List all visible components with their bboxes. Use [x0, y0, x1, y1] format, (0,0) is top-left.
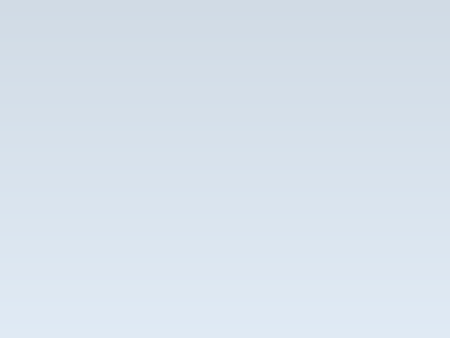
Text: Gel filtration: Gel filtration — [81, 115, 164, 128]
Text: PAGE: PAGE — [81, 149, 115, 162]
Text: SDS vs Native: SDS vs Native — [81, 183, 174, 195]
Text: Last class: Last class — [70, 63, 178, 82]
